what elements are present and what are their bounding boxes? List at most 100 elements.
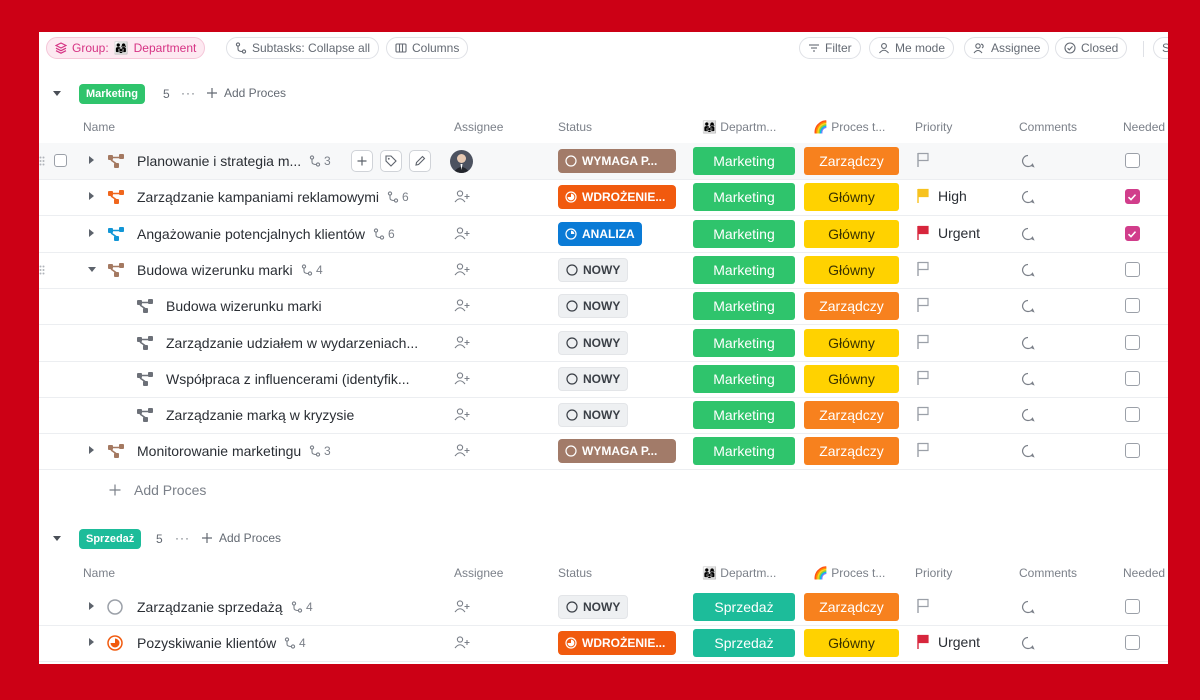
subtask-count[interactable]: 3 bbox=[309, 444, 331, 458]
priority-cell[interactable] bbox=[916, 442, 938, 458]
add-assignee-icon[interactable] bbox=[454, 189, 470, 208]
task-row[interactable]: Budowa wizerunku marki NOWY Marketing Zarzą… bbox=[39, 288, 1168, 326]
col-needed[interactable]: Needed bbox=[1123, 566, 1166, 580]
subtask-count[interactable]: 4 bbox=[284, 636, 306, 650]
group-by-button[interactable]: Group: 👨‍👩‍👧 Department bbox=[46, 37, 206, 59]
group-badge-sprzedaz[interactable]: Sprzedaż bbox=[79, 529, 142, 549]
comment-icon[interactable] bbox=[1021, 227, 1035, 246]
process-type-pill[interactable]: Zarządczy bbox=[804, 147, 899, 175]
add-tag-button[interactable] bbox=[380, 150, 402, 172]
group-add-proces-button[interactable]: Add Proces bbox=[206, 86, 286, 100]
add-assignee-icon[interactable] bbox=[454, 371, 470, 390]
priority-cell[interactable] bbox=[916, 598, 938, 614]
needed-checkbox[interactable] bbox=[1125, 443, 1140, 459]
add-assignee-icon[interactable] bbox=[454, 298, 470, 317]
row-select-checkbox[interactable] bbox=[54, 154, 67, 167]
drag-handle-icon[interactable] bbox=[39, 156, 45, 166]
collapse-group-icon[interactable] bbox=[53, 91, 61, 96]
avatar[interactable] bbox=[450, 150, 473, 173]
department-pill[interactable]: Marketing bbox=[693, 255, 795, 284]
subtask-count[interactable]: 4 bbox=[301, 263, 323, 277]
needed-checkbox[interactable] bbox=[1125, 225, 1140, 241]
col-comments[interactable]: Comments bbox=[1019, 566, 1078, 580]
needed-checkbox[interactable] bbox=[1125, 407, 1140, 423]
needed-checkbox[interactable] bbox=[1125, 599, 1140, 614]
status-badge[interactable]: NOWY bbox=[558, 595, 629, 619]
task-name[interactable]: Angażowanie potencjalnych klientów bbox=[137, 225, 366, 242]
col-priority[interactable]: Priority bbox=[915, 566, 953, 580]
needed-checkbox[interactable] bbox=[1125, 370, 1140, 386]
col-name[interactable]: Name bbox=[83, 566, 116, 580]
group-badge-marketing[interactable]: Marketing bbox=[79, 84, 145, 104]
comment-icon[interactable] bbox=[1021, 299, 1035, 318]
col-process-type[interactable]: 🌈 Proces t... bbox=[813, 566, 885, 580]
col-department[interactable]: 👨‍👩‍👧 Departm... bbox=[702, 120, 776, 134]
expand-subtasks-icon[interactable] bbox=[89, 228, 94, 237]
needed-checkbox[interactable] bbox=[1125, 635, 1140, 651]
add-assignee-icon[interactable] bbox=[454, 407, 470, 426]
department-pill[interactable]: Marketing bbox=[693, 328, 795, 357]
status-badge[interactable]: NOWY bbox=[558, 366, 629, 391]
col-assignee[interactable]: Assignee bbox=[454, 566, 504, 580]
process-type-pill[interactable]: Zarządczy bbox=[804, 593, 899, 621]
process-type-pill[interactable]: Główny bbox=[804, 629, 899, 658]
comment-icon[interactable] bbox=[1021, 190, 1035, 209]
comment-icon[interactable] bbox=[1021, 600, 1035, 619]
col-status[interactable]: Status bbox=[558, 120, 593, 134]
col-department[interactable]: 👨‍👩‍👧 Departm... bbox=[702, 566, 776, 580]
add-assignee-icon[interactable] bbox=[454, 335, 470, 354]
department-pill[interactable]: Marketing bbox=[693, 401, 795, 430]
add-subtask-button[interactable] bbox=[351, 150, 373, 172]
col-assignee[interactable]: Assignee bbox=[454, 120, 504, 134]
expand-subtasks-icon[interactable] bbox=[89, 156, 94, 164]
add-assignee-icon[interactable] bbox=[454, 226, 470, 245]
process-type-pill[interactable]: Główny bbox=[804, 364, 899, 393]
department-pill[interactable]: Marketing bbox=[693, 219, 795, 248]
task-row[interactable]: Planowanie i strategia m... 3 WYMAGA P... M… bbox=[39, 143, 1168, 180]
col-priority[interactable]: Priority bbox=[915, 120, 953, 134]
needed-checkbox[interactable] bbox=[1125, 153, 1140, 168]
department-pill[interactable]: Sprzedaż bbox=[693, 593, 795, 621]
group-add-proces-button[interactable]: Add Proces bbox=[201, 531, 281, 545]
needed-checkbox[interactable] bbox=[1125, 261, 1140, 277]
status-badge[interactable]: NOWY bbox=[558, 330, 629, 355]
status-badge[interactable]: WYMAGA P... bbox=[558, 439, 676, 464]
subtask-count[interactable]: 3 bbox=[309, 154, 331, 168]
task-name[interactable]: Zarządzanie kampaniami reklamowymi bbox=[137, 189, 379, 206]
comment-icon[interactable] bbox=[1021, 263, 1035, 282]
task-name[interactable]: Zarządzanie marką w kryzysie bbox=[166, 407, 355, 424]
task-row[interactable]: Zarządzanie kampaniami reklamowymi 6 WDROŻ… bbox=[39, 179, 1168, 217]
priority-cell[interactable] bbox=[916, 261, 938, 277]
col-name[interactable]: Name bbox=[83, 120, 116, 134]
needed-checkbox[interactable] bbox=[1125, 189, 1140, 205]
status-badge[interactable]: WDROŻENIE... bbox=[558, 185, 676, 210]
process-type-pill[interactable]: Główny bbox=[804, 255, 899, 284]
expand-subtasks-icon[interactable] bbox=[89, 638, 94, 647]
process-type-pill[interactable]: Główny bbox=[804, 328, 899, 357]
department-pill[interactable]: Marketing bbox=[693, 364, 795, 393]
add-proces-row[interactable]: Add Proces bbox=[109, 482, 206, 498]
priority-cell[interactable] bbox=[916, 406, 938, 422]
me-mode-button[interactable]: Me mode bbox=[869, 37, 955, 59]
process-type-pill[interactable]: Zarządczy bbox=[804, 292, 899, 321]
task-row[interactable]: Zarządzanie udziałem w wydarzeniach... NO… bbox=[39, 325, 1168, 362]
comment-icon[interactable] bbox=[1021, 444, 1035, 463]
col-comments[interactable]: Comments bbox=[1019, 120, 1078, 134]
expand-subtasks-icon[interactable] bbox=[89, 192, 94, 201]
drag-handle-icon[interactable] bbox=[39, 265, 45, 275]
group-more-icon[interactable]: ··· bbox=[181, 86, 196, 100]
subtasks-button[interactable]: Subtasks: Collapse all bbox=[226, 37, 380, 59]
expand-subtasks-icon[interactable] bbox=[89, 446, 94, 455]
subtask-count[interactable]: 4 bbox=[291, 600, 313, 614]
needed-checkbox[interactable] bbox=[1125, 334, 1140, 350]
collapse-subtasks-icon[interactable] bbox=[88, 266, 96, 272]
priority-cell[interactable]: Urgent bbox=[916, 225, 980, 241]
columns-button[interactable]: Columns bbox=[386, 37, 469, 59]
task-row[interactable]: Zarządzanie sprzedażą 4 NOWY Sprzedaż Zarząd… bbox=[39, 589, 1168, 626]
col-process-type[interactable]: 🌈 Proces t... bbox=[813, 120, 885, 134]
priority-cell[interactable] bbox=[916, 297, 938, 313]
closed-filter-button[interactable]: Closed bbox=[1055, 37, 1128, 59]
process-type-pill[interactable]: Zarządczy bbox=[804, 437, 899, 466]
task-name[interactable]: Budowa wizerunku marki bbox=[137, 261, 293, 278]
priority-cell[interactable] bbox=[916, 370, 938, 386]
